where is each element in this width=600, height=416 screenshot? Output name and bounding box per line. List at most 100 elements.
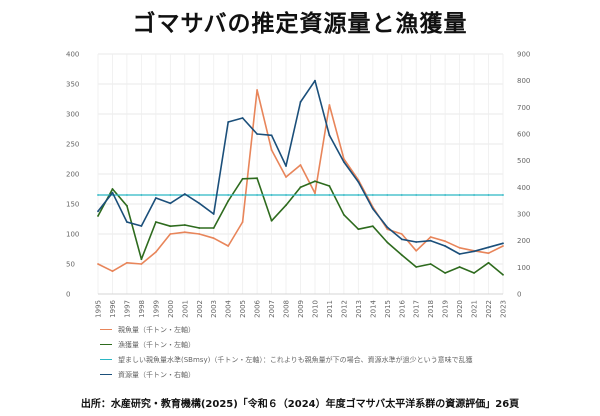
spawning-biomass-point	[429, 236, 432, 238]
x-tick-label: 2019	[442, 300, 450, 318]
spawning-biomass-point	[198, 233, 201, 235]
stock-biomass-point	[415, 241, 418, 243]
sbmsy-point	[415, 194, 418, 196]
left-tick-label: 250	[66, 141, 79, 149]
spawning-biomass-point	[154, 251, 157, 253]
sbmsy-point	[270, 194, 273, 196]
spawning-biomass-point	[328, 104, 331, 106]
spawning-biomass-point	[299, 164, 302, 166]
catch-point	[111, 188, 114, 190]
legend-item: 親魚量（千トン・左軸）	[100, 322, 580, 337]
right-tick-label: 900	[517, 51, 530, 59]
sbmsy-point	[97, 194, 99, 196]
left-tick-label: 200	[66, 171, 79, 179]
catch-point	[140, 258, 143, 261]
chart-title: ゴマサバの推定資源量と漁獲量	[132, 11, 468, 37]
left-tick-label: 400	[66, 51, 79, 59]
spawning-biomass-point	[502, 245, 504, 247]
spawning-biomass-point	[111, 270, 114, 273]
sbmsy-point	[126, 194, 128, 196]
stock-biomass-point	[126, 221, 128, 223]
x-tick-label: 1998	[138, 300, 146, 318]
stock-biomass-point	[502, 242, 504, 245]
spawning-biomass-point	[285, 176, 287, 178]
stock-biomass-point	[342, 161, 345, 163]
sbmsy-point	[444, 194, 447, 196]
stock-biomass-point	[328, 134, 331, 137]
x-tick-label: 2007	[268, 300, 276, 318]
catch-point	[458, 266, 461, 268]
stock-biomass-point	[299, 101, 302, 103]
stock-biomass-point	[111, 191, 114, 194]
catch-point	[328, 185, 331, 187]
left-tick-label: 0	[66, 291, 70, 299]
stock-biomass-point	[473, 250, 475, 253]
catch-point	[473, 272, 475, 274]
stock-biomass-point	[154, 197, 157, 199]
x-tick-label: 2022	[485, 300, 493, 318]
spawning-biomass-point	[241, 221, 244, 223]
spawning-biomass-point	[444, 240, 447, 243]
catch-point	[386, 241, 389, 244]
stock-biomass-point	[183, 193, 186, 195]
legend: 親魚量（千トン・左軸） 漁獲量（千トン・左軸） 望ましい親魚量水準(SBmsy)（千…	[100, 322, 580, 382]
sbmsy-point	[285, 194, 287, 196]
sbmsy-point	[487, 194, 490, 196]
spawning-biomass-point	[314, 192, 316, 195]
right-tick-label: 200	[517, 237, 530, 245]
sbmsy-point	[198, 194, 201, 196]
spawning-biomass-point	[212, 237, 215, 240]
stock-biomass-point	[400, 238, 403, 241]
stock-biomass-point	[314, 79, 316, 82]
sbmsy-point	[429, 194, 432, 196]
catch-point	[126, 204, 128, 207]
catch-point	[314, 180, 316, 183]
x-tick-label: 2004	[225, 299, 233, 317]
sbmsy-point	[314, 194, 316, 196]
legend-item: 望ましい親魚量水準(SBmsy)（千トン・左軸）：これよりも親魚量が下の場合、資…	[100, 352, 580, 367]
right-tick-label: 300	[517, 211, 530, 219]
sbmsy-point	[227, 194, 230, 196]
right-tick-label: 700	[517, 104, 530, 112]
catch-point	[270, 219, 273, 222]
stock-biomass-point	[241, 117, 244, 119]
x-tick-label: 2002	[196, 300, 204, 318]
x-tick-label: 2005	[239, 300, 247, 318]
right-tick-label: 600	[517, 131, 530, 139]
spawning-biomass-point	[183, 231, 186, 234]
legend-label: 親魚量（千トン・左軸）	[118, 325, 195, 334]
catch-point	[429, 263, 432, 265]
x-tick-label: 2011	[326, 300, 334, 318]
x-tick-label: 2013	[355, 300, 363, 318]
legend-label: 漁獲量（千トン・左軸）	[118, 340, 195, 349]
sbmsy-point	[169, 194, 172, 196]
stock-biomass-point	[386, 226, 389, 229]
legend-item: 漁獲量（千トン・左軸）	[100, 337, 580, 352]
right-tick-label: 800	[517, 77, 530, 85]
spawning-biomass-point	[169, 233, 172, 235]
sbmsy-point	[241, 194, 244, 196]
left-tick-label: 100	[66, 231, 79, 239]
x-tick-label: 2017	[413, 300, 421, 318]
spawning-biomass-point	[458, 246, 461, 249]
stock-biomass-point	[212, 213, 215, 215]
stock-biomass-point	[198, 202, 201, 205]
legend-swatch	[100, 374, 112, 375]
spawning-biomass-point	[97, 263, 99, 265]
left-tick-label: 150	[66, 201, 79, 209]
left-tick-label: 350	[66, 81, 79, 89]
x-tick-label: 2023	[500, 300, 508, 318]
stock-biomass-point	[256, 133, 259, 135]
catch-point	[285, 204, 287, 207]
sbmsy-point	[386, 194, 389, 196]
legend-swatch	[100, 359, 112, 360]
spawning-biomass-point	[256, 89, 259, 91]
catch-point	[299, 186, 302, 189]
sbmsy-point	[473, 194, 475, 196]
catch-point	[415, 266, 418, 268]
sbmsy-point	[256, 194, 259, 196]
sbmsy-point	[212, 194, 215, 196]
stock-biomass-point	[270, 134, 273, 137]
source-note: 出所：水産研究・教育機構(2025)「令和６（2024）年度ゴマサバ太平洋系群の…	[80, 399, 520, 410]
